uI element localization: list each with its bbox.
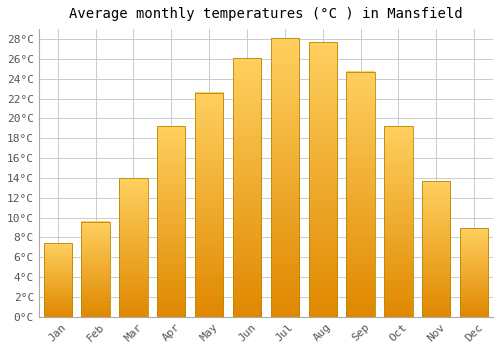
Bar bbox=[82, 222, 110, 317]
Bar bbox=[44, 243, 72, 317]
Bar bbox=[82, 222, 110, 317]
Bar bbox=[44, 243, 72, 317]
Bar bbox=[384, 126, 412, 317]
Bar bbox=[308, 42, 337, 317]
Bar bbox=[157, 126, 186, 317]
Bar bbox=[270, 38, 299, 317]
Bar bbox=[346, 72, 375, 317]
Title: Average monthly temperatures (°C ) in Mansfield: Average monthly temperatures (°C ) in Ma… bbox=[69, 7, 462, 21]
Bar bbox=[270, 38, 299, 317]
Bar bbox=[346, 72, 375, 317]
Bar bbox=[233, 58, 261, 317]
Bar bbox=[384, 126, 412, 317]
Bar bbox=[119, 178, 148, 317]
Bar bbox=[422, 181, 450, 317]
Bar bbox=[157, 126, 186, 317]
Bar bbox=[460, 229, 488, 317]
Bar bbox=[119, 178, 148, 317]
Bar bbox=[460, 229, 488, 317]
Bar bbox=[308, 42, 337, 317]
Bar bbox=[422, 181, 450, 317]
Bar bbox=[233, 58, 261, 317]
Bar bbox=[195, 92, 224, 317]
Bar bbox=[195, 92, 224, 317]
